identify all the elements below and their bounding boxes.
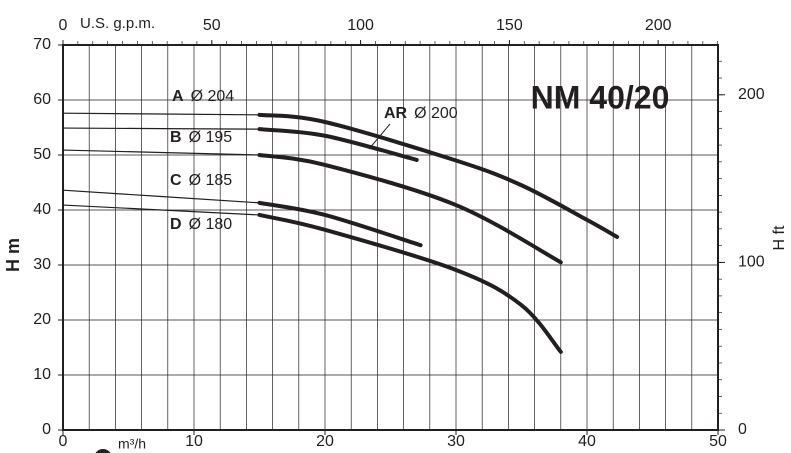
x-tick-label: 10 [185,433,203,450]
series-diameter: Ø 204 [191,88,235,105]
curve-thin [62,189,261,204]
x-tick-label: 20 [316,433,334,450]
series-name: D [170,216,182,233]
curve-bold [257,200,423,248]
curve-bold [257,212,563,354]
y2-tick-label: 200 [738,86,765,103]
series-name: B [170,129,182,146]
series-diameter: Ø 195 [189,129,233,146]
curve-bold [257,127,419,162]
y-tick-label: 30 [33,256,51,273]
y2-tick-label: 100 [738,254,765,271]
curve-thin [62,127,261,130]
curve-bold [257,112,620,239]
series-name: A [172,88,184,105]
x2-axis-label: U.S. g.p.m. [80,15,155,32]
y-tick-label: 10 [33,366,51,383]
y-tick-label: 70 [33,36,51,53]
y-tick-label: 20 [33,311,51,328]
curve-thin [62,149,261,156]
y-tick-label: 0 [42,421,51,438]
series-name: C [170,172,182,189]
y-tick-label: 50 [33,146,51,163]
curve-thin [62,204,261,216]
y2-axis-label: H ft [771,225,788,250]
series-diameter: Ø 185 [189,172,233,189]
series-diameter: Ø 180 [189,216,233,233]
y-tick-label: 40 [33,201,51,218]
y-axis-label: H m [3,238,23,272]
x2-tick-label: 100 [347,17,374,34]
flow-icon [95,449,111,453]
leader-line [368,123,391,150]
x2-tick-label: 200 [645,17,672,34]
x-tick-label: 40 [578,433,596,450]
x2-tick-label: 50 [203,17,221,34]
x-tick-label: 50 [709,433,727,450]
x2-tick-label: 0 [59,17,68,34]
series-diameter: Ø 200 [414,105,458,122]
curve-bold [257,153,563,265]
y2-tick-label: 0 [738,421,747,438]
x-tick-label: 30 [447,433,465,450]
chart-title: NM 40/20 [531,79,670,115]
x-axis-label: m³/h [118,436,146,452]
curve-thin [62,112,261,116]
x-tick-label: 0 [59,433,68,450]
y-tick-label: 60 [33,91,51,108]
x2-tick-label: 150 [496,17,523,34]
series-name: AR [384,105,408,122]
